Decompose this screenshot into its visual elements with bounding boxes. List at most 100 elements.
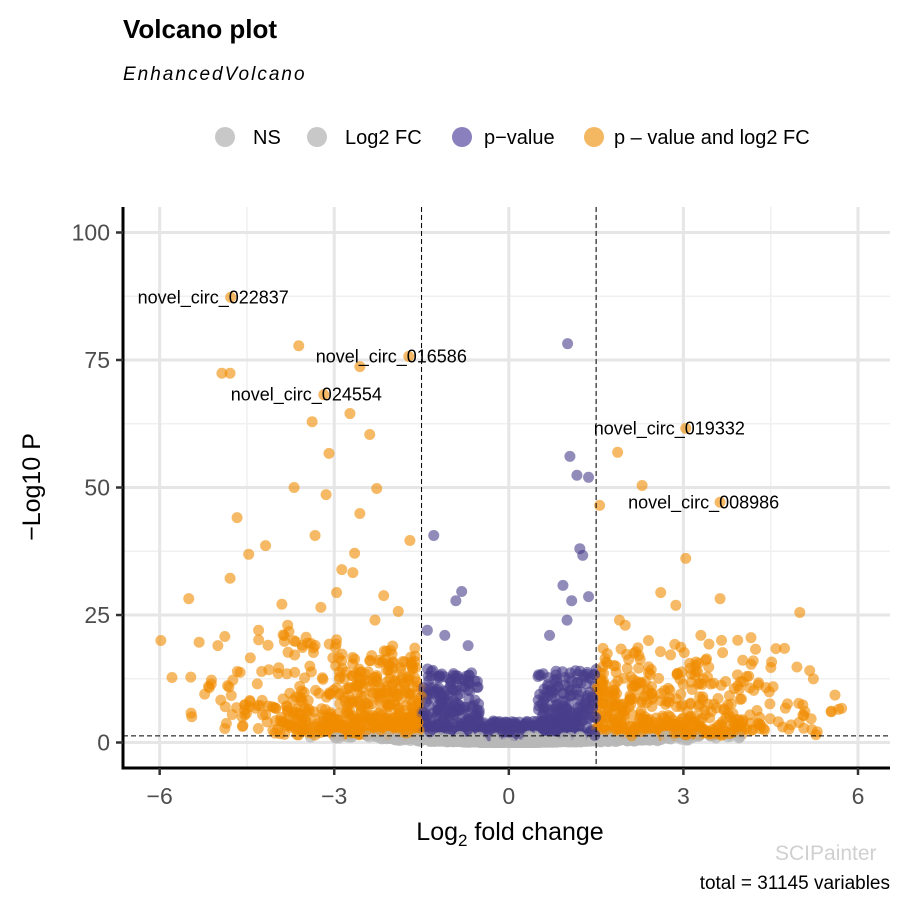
data-point xyxy=(735,675,747,687)
data-point xyxy=(443,734,455,746)
data-point xyxy=(546,685,558,697)
data-point xyxy=(695,629,707,641)
data-point xyxy=(476,736,488,748)
data-point xyxy=(199,688,211,700)
data-point xyxy=(565,732,577,744)
data-point xyxy=(609,679,621,691)
data-point xyxy=(278,635,290,647)
data-point xyxy=(333,719,345,731)
data-point xyxy=(461,736,473,748)
data-point xyxy=(447,670,459,682)
data-point xyxy=(655,587,667,599)
legend-marker xyxy=(452,127,472,147)
data-point xyxy=(744,682,756,694)
labeled-data-point xyxy=(680,422,692,434)
data-point xyxy=(694,677,706,689)
data-point xyxy=(558,688,570,700)
data-point xyxy=(215,694,227,706)
data-point xyxy=(443,721,455,733)
point-label: novel_circ_019332 xyxy=(594,418,745,439)
x-axis-title: Log2 fold change xyxy=(416,818,603,850)
data-point xyxy=(675,641,687,653)
data-point xyxy=(424,726,436,738)
data-point xyxy=(550,669,562,681)
watermark: SCIPainter xyxy=(775,842,877,865)
data-point xyxy=(750,643,762,655)
data-point xyxy=(334,688,346,700)
data-point xyxy=(602,706,614,718)
data-point xyxy=(621,662,633,674)
data-point xyxy=(260,540,272,552)
data-point xyxy=(288,482,300,493)
point-label: novel_circ_024554 xyxy=(231,385,382,406)
data-point xyxy=(323,447,335,459)
data-point xyxy=(257,709,269,721)
legend-label: Log2 FC xyxy=(345,127,422,149)
data-point xyxy=(282,646,294,658)
data-point xyxy=(254,700,266,712)
data-point xyxy=(732,634,744,646)
data-point xyxy=(509,720,521,732)
data-point xyxy=(583,591,595,603)
data-point xyxy=(717,647,729,659)
data-point xyxy=(219,630,231,642)
data-point xyxy=(660,698,672,710)
data-point xyxy=(323,688,335,700)
data-point xyxy=(526,736,538,748)
data-point xyxy=(281,668,293,680)
data-point xyxy=(807,673,819,685)
data-point xyxy=(805,713,817,725)
data-point xyxy=(500,736,512,748)
data-point xyxy=(236,721,248,733)
data-point xyxy=(679,729,691,741)
data-point xyxy=(728,683,740,695)
data-point xyxy=(456,586,468,598)
data-point xyxy=(697,691,709,703)
data-point xyxy=(351,712,363,724)
data-point xyxy=(794,606,806,618)
data-point xyxy=(369,614,381,626)
data-point xyxy=(384,699,396,711)
data-point xyxy=(490,734,502,746)
data-point xyxy=(282,619,294,631)
data-point xyxy=(244,652,256,664)
x-tick-label: −3 xyxy=(321,783,347,809)
data-point xyxy=(586,691,598,703)
legend: NS Log2 FC p−value p – value and log2 FC xyxy=(215,127,810,149)
data-point xyxy=(220,717,232,729)
data-point xyxy=(244,695,256,707)
legend-label: NS xyxy=(253,127,281,149)
data-point xyxy=(364,655,376,667)
data-point xyxy=(793,697,805,709)
points-layer xyxy=(155,291,848,748)
data-point xyxy=(532,671,544,683)
data-point xyxy=(393,683,405,695)
data-point xyxy=(378,590,390,602)
data-point xyxy=(383,664,395,676)
data-point xyxy=(224,572,236,584)
data-point xyxy=(445,707,457,719)
data-point xyxy=(270,715,282,727)
data-point xyxy=(467,711,479,723)
data-point xyxy=(347,567,359,579)
data-point xyxy=(544,629,556,641)
data-point xyxy=(589,729,601,741)
data-point xyxy=(602,658,614,670)
data-point xyxy=(564,667,576,679)
data-point xyxy=(216,367,228,379)
data-point xyxy=(401,699,413,711)
data-point xyxy=(384,673,396,685)
data-point xyxy=(727,726,739,738)
data-point xyxy=(406,712,418,724)
data-point xyxy=(390,732,402,744)
data-point xyxy=(577,549,589,561)
data-point xyxy=(439,629,451,641)
legend-label: p – value and log2 FC xyxy=(614,127,810,149)
data-point xyxy=(466,667,478,679)
data-point xyxy=(427,685,439,697)
data-point xyxy=(652,717,664,729)
data-point xyxy=(421,624,433,636)
x-tick-label: 0 xyxy=(502,783,515,809)
legend-marker xyxy=(584,127,604,147)
y-tick-label: 0 xyxy=(97,730,110,756)
